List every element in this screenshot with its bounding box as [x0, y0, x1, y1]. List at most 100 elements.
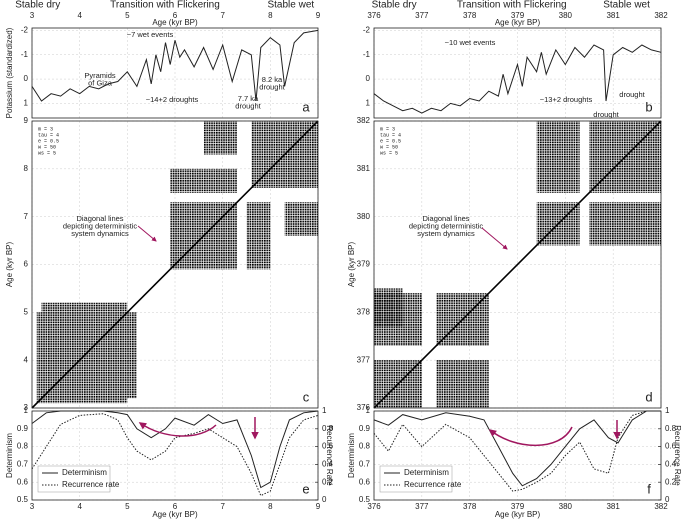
parameter: ws = 5	[380, 150, 398, 156]
y2-axis-label: Recurrence Rate	[325, 425, 334, 486]
trend-arrow	[138, 422, 217, 437]
y-axis-label: Determinism	[5, 433, 14, 478]
x-tick-label: 382	[654, 502, 668, 511]
y-tick-label: 380	[357, 212, 371, 221]
x-tick-label: 6	[173, 502, 178, 511]
recurrence-block	[536, 121, 580, 193]
recurrence-block	[284, 202, 318, 236]
plot-frame	[31, 120, 319, 409]
x-tick-label: 8	[268, 11, 273, 20]
y-tick-label: 4	[24, 355, 29, 364]
annotation: Diagonal lines	[76, 214, 123, 223]
parameter: tau = 4	[38, 132, 59, 138]
recurrence-block	[170, 202, 237, 270]
data-line	[373, 410, 661, 487]
y-tick-label: 9	[24, 116, 29, 125]
data-line	[31, 29, 319, 102]
y2-tick-label: 1	[322, 406, 327, 415]
legend-label: Recurrence rate	[62, 480, 120, 489]
x-tick-label: 4	[77, 502, 82, 511]
recurrence-block	[436, 360, 489, 408]
annotation: depicting deterministic	[63, 221, 137, 230]
x-tick-label: 5	[125, 502, 130, 511]
plot-frame	[31, 410, 319, 501]
y2-tick-label: 0.8	[322, 424, 334, 433]
y-tick-label: 0.9	[359, 424, 371, 433]
y-tick-label: 6	[24, 260, 29, 269]
x-tick-label: 379	[511, 11, 525, 20]
y-tick-label: 0.7	[17, 460, 29, 469]
plot-frame	[31, 27, 319, 119]
panel-label: e	[302, 481, 309, 496]
y-axis-label: Potassium (standardized)	[5, 27, 14, 118]
y-tick-label: 0	[366, 74, 371, 83]
y-tick-label: 0.8	[17, 442, 29, 451]
y2-tick-label: 0.2	[322, 477, 334, 486]
y-tick-label: 7	[24, 212, 29, 221]
y-tick-label: 3	[24, 403, 29, 412]
annotation: system dynamics	[71, 229, 129, 238]
annotation-arrow	[137, 225, 157, 242]
legend-box	[37, 465, 111, 493]
panel-label: f	[647, 481, 651, 496]
parameter: e = 0.5	[380, 138, 401, 144]
y2-tick-label: 0	[665, 495, 670, 504]
recurrence-block	[203, 121, 237, 155]
legend-label: Determinism	[404, 468, 449, 477]
recurrence-block	[536, 202, 580, 246]
y2-tick-label: 0.6	[322, 442, 334, 451]
y-tick-label: 376	[357, 403, 371, 412]
x-axis-label: Age (kyr BP)	[495, 510, 541, 519]
annotation: Diagonal lines	[422, 214, 469, 223]
recurrence-block	[436, 293, 489, 346]
y-tick-label: 0.6	[359, 477, 371, 486]
x-tick-label: 377	[415, 502, 429, 511]
y-tick-label: 1	[24, 406, 29, 415]
x-tick-label: 381	[606, 11, 620, 20]
y-tick-label: 379	[357, 260, 371, 269]
annotation: system dynamics	[417, 229, 475, 238]
annotation: 8.2 ka	[262, 75, 283, 84]
recurrence-block	[170, 168, 237, 193]
x-tick-label: 5	[125, 11, 130, 20]
x-tick-label: 6	[173, 11, 178, 20]
annotation: 7.7 ka	[238, 94, 259, 103]
legend-box	[379, 465, 453, 493]
x-tick-label: 3	[30, 11, 35, 20]
y2-tick-label: 0.2	[665, 477, 677, 486]
x-tick-label: 376	[367, 11, 381, 20]
y-tick-label: 8	[24, 164, 29, 173]
x-tick-label: 4	[77, 11, 82, 20]
recurrence-block	[36, 312, 128, 404]
y-tick-label: 381	[357, 164, 371, 173]
recurrence-block	[589, 121, 661, 193]
parameter: e = 0.5	[38, 138, 59, 144]
x-tick-label: 382	[654, 11, 668, 20]
y2-tick-label: 0	[322, 495, 327, 504]
y2-tick-label: 0.4	[665, 460, 677, 469]
x-axis-label: Age (kyr BP)	[152, 510, 198, 519]
x-tick-label: 9	[316, 11, 321, 20]
y-axis-label: Age (kyr BP)	[5, 241, 14, 287]
annotation: drought	[259, 82, 285, 91]
x-tick-label: 7	[220, 502, 225, 511]
recurrence-block	[374, 288, 403, 327]
annotation: drought	[235, 101, 261, 110]
y2-tick-label: 1	[665, 406, 670, 415]
annotation: ~7 wet events	[127, 30, 174, 39]
x-tick-label: 377	[415, 11, 429, 20]
y-tick-label: -2	[21, 26, 29, 35]
y2-tick-label: 0.6	[665, 442, 677, 451]
annotation: Pyramids	[84, 71, 116, 80]
parameter: ws = 5	[38, 150, 56, 156]
panel-label: c	[303, 389, 310, 404]
annotation: ~13+2 droughts	[540, 95, 593, 104]
y2-axis-label: Recurrence Rate	[673, 425, 682, 486]
x-axis-label: Age (kyr BP)	[152, 18, 198, 27]
y-tick-label: 0.7	[359, 460, 371, 469]
panel-label: a	[302, 99, 310, 114]
y-tick-label: 377	[357, 355, 371, 364]
phase-label: Stable dry	[372, 0, 417, 11]
recurrence-block	[246, 202, 271, 270]
panel-label: d	[645, 389, 652, 404]
